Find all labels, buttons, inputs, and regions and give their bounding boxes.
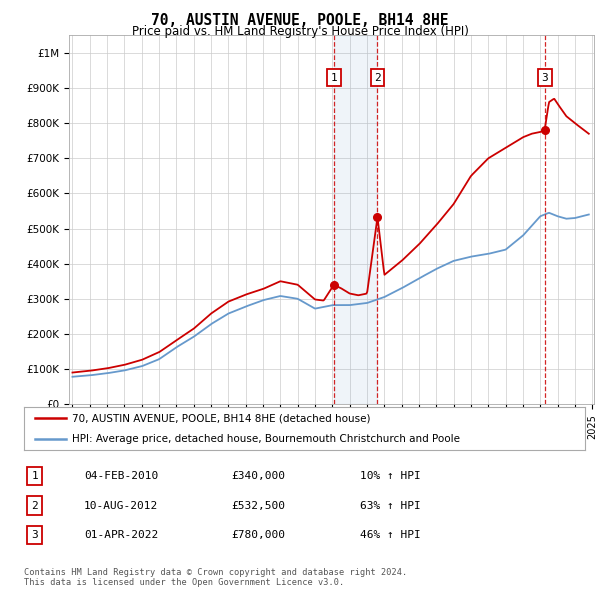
- Text: Contains HM Land Registry data © Crown copyright and database right 2024.
This d: Contains HM Land Registry data © Crown c…: [24, 568, 407, 587]
- Bar: [334, 35, 377, 404]
- Text: 04-FEB-2010: 04-FEB-2010: [84, 471, 158, 481]
- Text: 1: 1: [331, 73, 337, 83]
- Text: £340,000: £340,000: [231, 471, 285, 481]
- Text: 01-APR-2022: 01-APR-2022: [84, 530, 158, 540]
- Text: £780,000: £780,000: [231, 530, 285, 540]
- Text: HPI: Average price, detached house, Bournemouth Christchurch and Poole: HPI: Average price, detached house, Bour…: [71, 434, 460, 444]
- Text: 2: 2: [374, 73, 381, 83]
- Text: 63% ↑ HPI: 63% ↑ HPI: [360, 501, 421, 510]
- Text: 70, AUSTIN AVENUE, POOLE, BH14 8HE (detached house): 70, AUSTIN AVENUE, POOLE, BH14 8HE (deta…: [71, 413, 370, 423]
- Text: £532,500: £532,500: [231, 501, 285, 510]
- Text: 46% ↑ HPI: 46% ↑ HPI: [360, 530, 421, 540]
- Text: 3: 3: [541, 73, 548, 83]
- Text: Price paid vs. HM Land Registry's House Price Index (HPI): Price paid vs. HM Land Registry's House …: [131, 25, 469, 38]
- Text: 10% ↑ HPI: 10% ↑ HPI: [360, 471, 421, 481]
- Text: 70, AUSTIN AVENUE, POOLE, BH14 8HE: 70, AUSTIN AVENUE, POOLE, BH14 8HE: [151, 13, 449, 28]
- Text: 3: 3: [31, 530, 38, 540]
- Text: 2: 2: [31, 501, 38, 510]
- Text: 10-AUG-2012: 10-AUG-2012: [84, 501, 158, 510]
- Text: 1: 1: [31, 471, 38, 481]
